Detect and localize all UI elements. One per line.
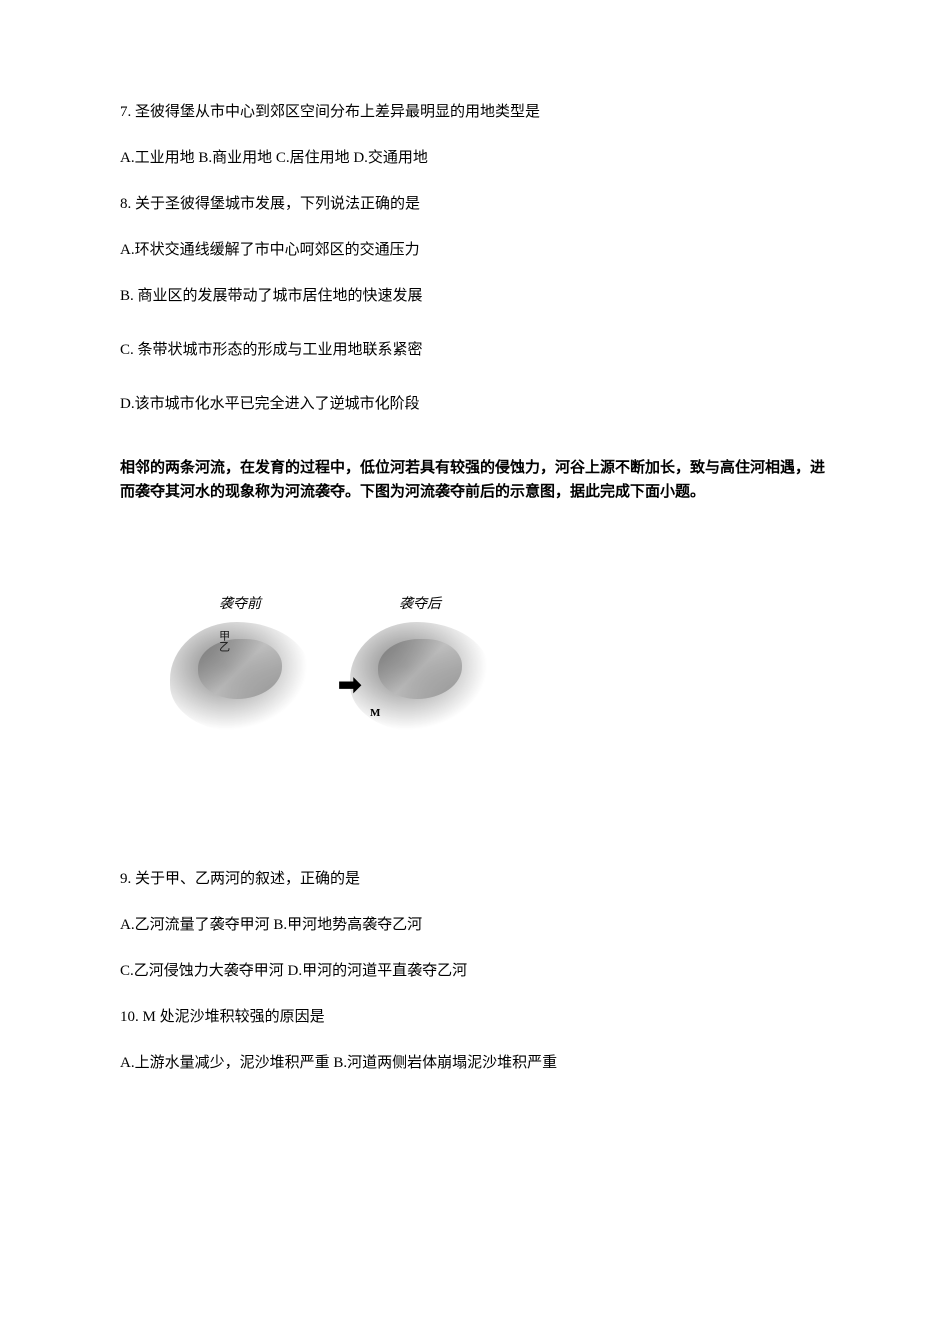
question-9-options-line1: A.乙河流量了袭夺甲河 B.甲河地势高袭夺乙河 — [120, 913, 830, 937]
arrow-icon: ➡ — [338, 664, 368, 709]
figure-before-block: 袭夺前 甲乙 — [170, 594, 310, 732]
question-9-options-line2: C.乙河侵蚀力大袭夺甲河 D.甲河的河道平直袭夺乙河 — [120, 959, 830, 983]
figure-before-image: 甲乙 — [170, 622, 310, 732]
question-7-text: 7. 圣彼得堡从市中心到郊区空间分布上差异最明显的用地类型是 — [120, 100, 830, 124]
question-8-option-b: B. 商业区的发展带动了城市居住地的快速发展 — [120, 284, 830, 308]
question-9-text: 9. 关于甲、乙两河的叙述，正确的是 — [120, 867, 830, 891]
figure-container: 袭夺前 甲乙 袭夺后 M ➡ — [120, 594, 830, 777]
figure-marker-m: M — [370, 705, 380, 723]
figure-after-image: M — [350, 622, 490, 732]
figure-after-block: 袭夺后 M — [350, 594, 490, 732]
passage-text: 相邻的两条河流，在发育的过程中，低位河若具有较强的侵蚀力，河谷上源不断加长，致与… — [120, 456, 830, 504]
question-8-option-d: D.该市城市化水平已完全进入了逆城市化阶段 — [120, 392, 830, 416]
figure-row: 袭夺前 甲乙 袭夺后 M — [170, 594, 830, 732]
question-7-options: A.工业用地 B.商业用地 C.居住用地 D.交通用地 — [120, 146, 830, 170]
question-10-text: 10. M 处泥沙堆积较强的原因是 — [120, 1005, 830, 1029]
question-10-options: A.上游水量减少，泥沙堆积严重 B.河道两侧岩体崩塌泥沙堆积严重 — [120, 1051, 830, 1075]
figure-before-label: 袭夺前 — [219, 594, 261, 616]
question-8-option-c: C. 条带状城市形态的形成与工业用地联系紧密 — [120, 338, 830, 362]
question-8-option-a: A.环状交通线缓解了市中心呵郊区的交通压力 — [120, 238, 830, 262]
question-8-text: 8. 关于圣彼得堡城市发展，下列说法正确的是 — [120, 192, 830, 216]
figure-marker-jia-yi: 甲乙 — [214, 630, 232, 652]
figure-after-label: 袭夺后 — [399, 594, 441, 616]
